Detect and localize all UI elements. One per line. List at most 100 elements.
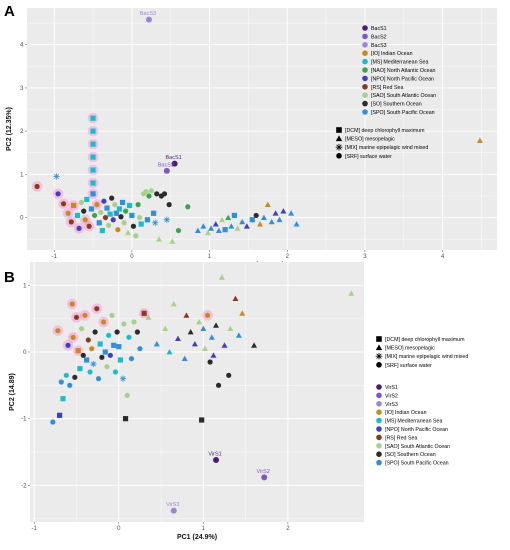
data-point bbox=[239, 310, 246, 316]
legend-label: [RS] Red Sea bbox=[371, 85, 403, 91]
data-point bbox=[94, 202, 100, 208]
labeled-point bbox=[145, 16, 152, 23]
data-point bbox=[268, 218, 275, 225]
data-point bbox=[191, 341, 198, 347]
data-point bbox=[90, 191, 96, 197]
data-point bbox=[90, 180, 96, 186]
data-point bbox=[101, 198, 107, 204]
data-point bbox=[215, 227, 222, 233]
data-point bbox=[210, 352, 217, 358]
data-point bbox=[95, 376, 102, 382]
legend-swatch bbox=[376, 434, 382, 441]
data-point bbox=[204, 312, 211, 318]
legend-shape bbox=[335, 135, 343, 142]
data-point bbox=[77, 366, 83, 372]
data-point bbox=[200, 325, 207, 332]
gridlines bbox=[27, 8, 497, 250]
legend-label: [RS] Red Sea bbox=[385, 435, 417, 441]
legend-swatch bbox=[362, 84, 368, 90]
plot-background bbox=[30, 262, 364, 522]
data-point bbox=[90, 115, 96, 121]
data-point bbox=[133, 233, 139, 239]
legend-label: VirS1 bbox=[385, 385, 398, 391]
data-point bbox=[181, 355, 188, 362]
data-point bbox=[112, 202, 118, 208]
legend-label: [NPO] North Pacific Ocean bbox=[385, 427, 448, 433]
y-tick-label: 0 bbox=[20, 216, 24, 222]
data-point bbox=[116, 206, 123, 212]
data-point bbox=[67, 382, 73, 388]
data-point bbox=[81, 208, 87, 214]
legend-label: [IO] Indian Ocean bbox=[371, 51, 413, 57]
data-point bbox=[50, 419, 56, 425]
legend-swatch bbox=[362, 92, 368, 98]
data-point bbox=[104, 205, 110, 211]
y-axis-title: PC2 (12.35%) bbox=[6, 107, 13, 151]
data-point bbox=[84, 357, 90, 363]
data-point bbox=[280, 208, 287, 214]
data-point bbox=[218, 274, 225, 280]
data-point bbox=[134, 329, 140, 335]
data-points: VirS1 VirS2 VirS3 bbox=[50, 274, 355, 514]
data-point bbox=[143, 189, 149, 195]
y-tick-label: 2 bbox=[20, 129, 24, 135]
data-point bbox=[153, 341, 160, 347]
legend-swatch bbox=[376, 451, 382, 458]
y-tick-label: -1 bbox=[21, 417, 27, 423]
legend-label: [MIX] marine epipelagic wind mixed bbox=[345, 145, 428, 151]
data-point bbox=[94, 306, 100, 312]
labeled-point bbox=[261, 474, 268, 481]
legend-swatch bbox=[362, 100, 368, 107]
data-point bbox=[174, 335, 181, 342]
legend-label: [MS] Mediterranean Sea bbox=[371, 60, 428, 66]
data-point bbox=[187, 329, 194, 335]
legend-swatch bbox=[376, 401, 382, 407]
data-point bbox=[194, 227, 201, 233]
x-tick-label: 1 bbox=[202, 526, 206, 532]
data-point bbox=[87, 369, 93, 375]
legend-label: [MESO] mesopelagic bbox=[385, 346, 435, 352]
data-point bbox=[116, 344, 122, 350]
data-point bbox=[137, 214, 143, 221]
point-label: VirS2 bbox=[257, 469, 270, 475]
legend-label: [MESO] mesopelagic bbox=[345, 137, 395, 143]
data-point bbox=[121, 220, 127, 226]
data-point bbox=[96, 220, 102, 226]
data-point bbox=[154, 191, 160, 197]
data-point bbox=[205, 229, 211, 236]
data-point bbox=[55, 328, 61, 334]
data-point bbox=[90, 360, 97, 368]
data-point bbox=[137, 346, 143, 352]
legend-label: [NAO] North Atlantic Ocean bbox=[371, 68, 436, 74]
data-point bbox=[114, 329, 120, 335]
data-point bbox=[253, 212, 259, 219]
data-point bbox=[163, 216, 170, 223]
data-point bbox=[156, 236, 163, 242]
labeled-point bbox=[170, 507, 177, 514]
x-tick-label: 2 bbox=[286, 526, 290, 532]
data-point bbox=[126, 202, 133, 209]
data-point bbox=[175, 227, 182, 234]
data-point bbox=[264, 201, 271, 208]
legend-layers: [DCM] deep chlorophyll maximum [MESO] mes… bbox=[335, 127, 428, 160]
data-point bbox=[110, 217, 116, 223]
data-point bbox=[63, 372, 69, 378]
data-point bbox=[60, 201, 67, 207]
data-point bbox=[249, 217, 255, 223]
panel-b-letter: B bbox=[4, 269, 15, 286]
data-point bbox=[169, 238, 176, 244]
data-point bbox=[102, 214, 109, 221]
data-point bbox=[89, 346, 95, 352]
legend-label: [SO] Southern Ocean bbox=[371, 102, 422, 108]
data-point bbox=[288, 210, 295, 216]
x-tick-label: 0 bbox=[130, 254, 134, 260]
data-point bbox=[228, 223, 235, 229]
data-point bbox=[102, 349, 108, 355]
data-point bbox=[98, 209, 104, 216]
x-tick-label: -1 bbox=[32, 526, 38, 532]
data-point bbox=[119, 375, 127, 382]
data-point bbox=[135, 202, 141, 208]
data-point bbox=[239, 218, 246, 225]
legend-label: [SAO] South Atlantic Ocean bbox=[385, 444, 450, 450]
